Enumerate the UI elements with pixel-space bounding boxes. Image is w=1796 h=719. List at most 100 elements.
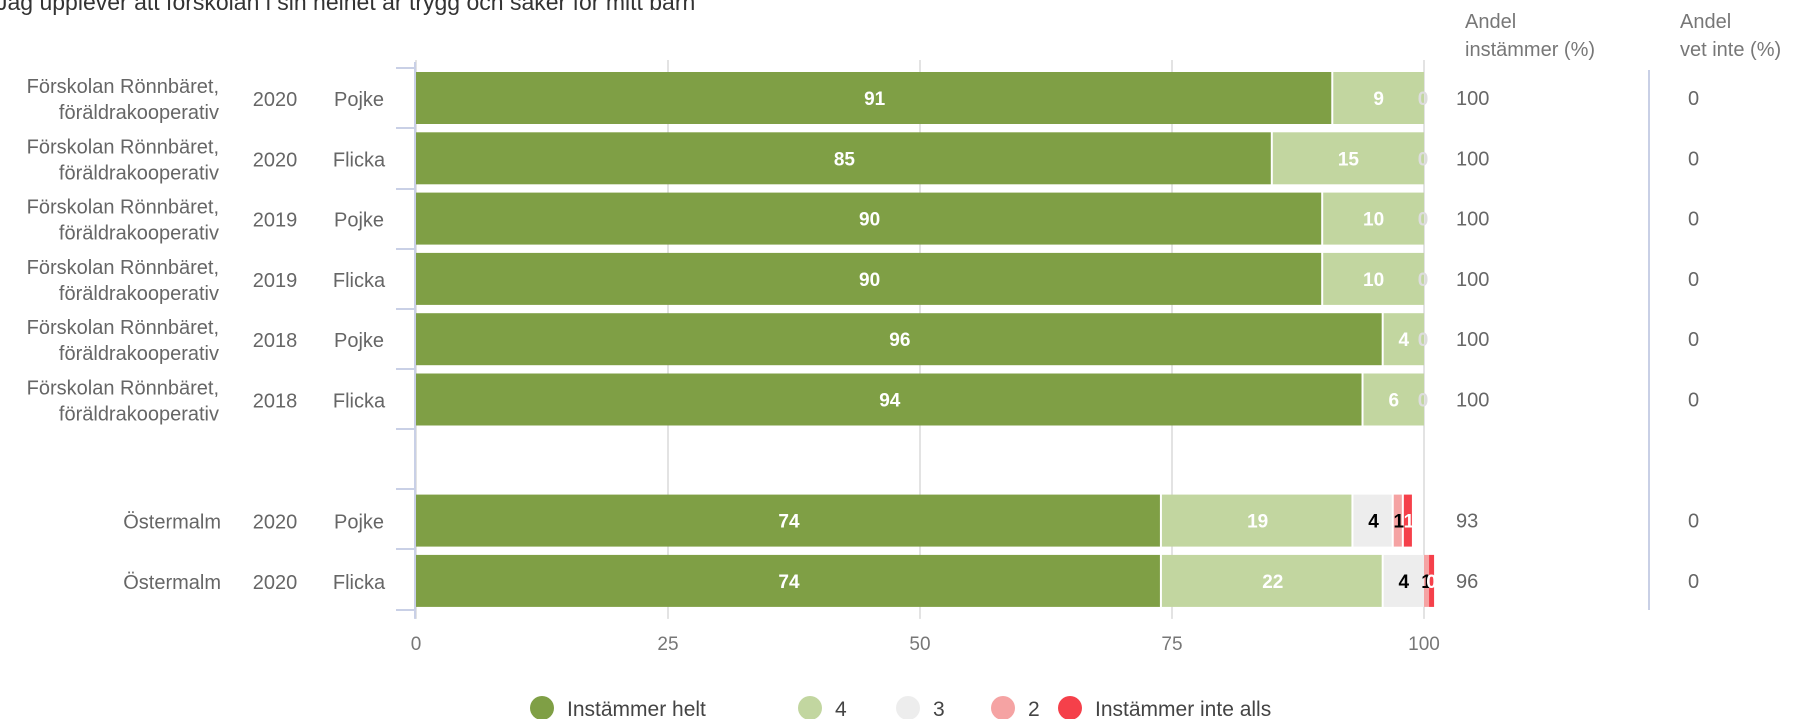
column-headers: Andel instämmer (%) Andel vet inte (%): [1465, 11, 1781, 61]
row-andel-vet-inte: 0: [1688, 88, 1699, 110]
row-andel-vet-inte: 0: [1688, 148, 1699, 170]
row-year: 2020: [253, 512, 298, 534]
row-unit-line2: föräldrakooperativ: [59, 162, 219, 184]
x-tick-label: 100: [1408, 634, 1440, 655]
bar-segment: [416, 252, 1322, 305]
bar-segment: [1429, 554, 1435, 607]
bar-segment: [1161, 494, 1352, 547]
legend-marker: [530, 696, 554, 719]
bar-data-label: 1: [1394, 512, 1405, 533]
bar-segment: [416, 554, 1160, 607]
bar-segment: [416, 373, 1362, 426]
header-andel-vet-inte-line1: Andel: [1680, 11, 1731, 33]
bar-data-label: 9: [1373, 89, 1384, 110]
row-gender: Pojke: [334, 89, 384, 111]
row-unit-line1: Förskolan Rönnbäret,: [27, 378, 219, 400]
row-unit-line2: föräldrakooperativ: [59, 343, 219, 365]
x-tick-label: 75: [1161, 634, 1182, 655]
row-unit-line2: föräldrakooperativ: [59, 223, 219, 245]
row-unit: Östermalm: [123, 572, 221, 594]
row-unit-line2: föräldrakooperativ: [59, 102, 219, 124]
legend-label: 4: [835, 698, 847, 719]
bar-data-label: 4: [1399, 330, 1410, 351]
row-unit-line1: Förskolan Rönnbäret,: [27, 136, 219, 158]
bars: 91 9 085 15 090 10 090 10 096 4 094 6 074 19 4 1 174 22 4 1…: [416, 72, 1437, 607]
row-andel-vet-inte: 0: [1688, 329, 1699, 351]
row-andel-instammer: 100: [1456, 88, 1489, 110]
bar-segment: [1161, 554, 1382, 607]
bar-segment: [416, 313, 1382, 366]
row-gender: Pojke: [334, 210, 384, 232]
legend-label: Instämmer inte alls: [1095, 698, 1271, 719]
row-year: 2020: [253, 89, 298, 111]
row-year: 2019: [253, 270, 298, 292]
row-andel-instammer: 100: [1456, 329, 1489, 351]
legend: Instämmer helt 4 3 2 Instämmer inte alls: [530, 696, 1271, 719]
header-andel-vet-inte-line2: vet inte (%): [1680, 39, 1781, 61]
row-year: 2018: [253, 391, 298, 413]
bar-data-label: 0: [1418, 391, 1429, 412]
bar-data-label: 22: [1262, 572, 1283, 593]
bar-data-label: 6: [1388, 391, 1399, 412]
row-unit-line1: Förskolan Rönnbäret,: [27, 257, 219, 279]
bar-data-label: 0: [1418, 149, 1429, 170]
bar-data-label: 4: [1368, 512, 1379, 533]
x-tick-label: 50: [909, 634, 930, 655]
x-axis: 0 25 50 75 100: [411, 634, 1440, 655]
bar-data-label: 90: [859, 210, 880, 231]
legend-marker: [798, 696, 822, 719]
row-gender: Flicka: [333, 270, 386, 292]
header-andel-instammer-line1: Andel: [1465, 11, 1516, 33]
row-gender: Flicka: [333, 149, 386, 171]
bar-segment: [1333, 72, 1424, 124]
row-andel-instammer: 96: [1456, 571, 1478, 593]
row-andel-instammer: 100: [1456, 209, 1489, 231]
row-unit-line1: Förskolan Rönnbäret,: [27, 197, 219, 219]
legend-label: Instämmer helt: [567, 698, 706, 719]
bar-data-label: 10: [1363, 210, 1384, 231]
row-unit-line1: Förskolan Rönnbäret,: [27, 317, 219, 339]
bar-data-label: 94: [879, 391, 901, 412]
row-gender: Flicka: [333, 572, 386, 594]
bar-data-label: 74: [778, 512, 800, 533]
row-year: 2020: [253, 149, 298, 171]
legend-marker: [896, 696, 920, 719]
header-andel-instammer-line2: instämmer (%): [1465, 39, 1595, 61]
bar-segment: [1383, 313, 1424, 366]
row-labels: Förskolan Rönnbäret, föräldrakooperativ 20…: [27, 76, 1699, 594]
bar-segment: [416, 132, 1271, 185]
bar-data-label: 15: [1338, 149, 1360, 170]
x-tick-label: 25: [657, 634, 678, 655]
x-tick-label: 0: [411, 634, 422, 655]
row-andel-vet-inte: 0: [1688, 209, 1699, 231]
chart-title: Jag upplever att förskolan i sin helhet …: [0, 0, 695, 15]
row-unit-line2: föräldrakooperativ: [59, 404, 219, 426]
row-year: 2020: [253, 572, 298, 594]
bar-segment: [1323, 192, 1424, 245]
row-andel-vet-inte: 0: [1688, 511, 1699, 533]
bar-data-label: 0: [1426, 572, 1437, 593]
bar-data-label: 85: [834, 149, 856, 170]
bar-segment: [1272, 132, 1424, 185]
bar-segment: [1353, 494, 1392, 547]
legend-label: 3: [933, 698, 945, 719]
row-gender: Flicka: [333, 391, 386, 413]
bar-data-label: 0: [1418, 210, 1429, 231]
bar-data-label: 19: [1247, 512, 1268, 533]
row-andel-instammer: 100: [1456, 148, 1489, 170]
legend-marker: [1058, 696, 1082, 719]
bar-segment: [416, 494, 1160, 547]
bar-data-label: 0: [1418, 270, 1429, 291]
bar-segment: [1363, 373, 1424, 426]
row-andel-instammer: 100: [1456, 390, 1489, 412]
bar-data-label: 74: [778, 572, 800, 593]
bar-data-label: 4: [1399, 572, 1410, 593]
row-gender: Pojke: [334, 330, 384, 352]
row-andel-instammer: 93: [1456, 511, 1478, 533]
bar-segment: [416, 72, 1332, 124]
row-andel-vet-inte: 0: [1688, 571, 1699, 593]
bar-data-label: 0: [1418, 89, 1429, 110]
bar-data-label: 96: [889, 330, 910, 351]
bar-segment: [416, 192, 1322, 245]
